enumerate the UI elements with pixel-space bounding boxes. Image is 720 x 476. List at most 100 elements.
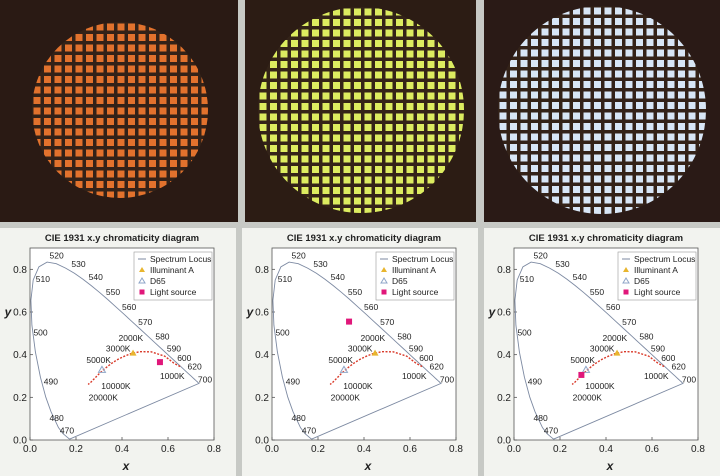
led-cell: [562, 60, 570, 67]
legend-symbol-d65: [380, 277, 388, 284]
led-cell: [312, 166, 319, 173]
led-cell: [625, 70, 633, 78]
led-cell: [333, 50, 340, 58]
led-cell: [343, 113, 351, 121]
led-cell: [149, 65, 156, 73]
led-cell: [375, 50, 382, 58]
led-cell: [107, 55, 114, 62]
wavelength-label: 580: [397, 332, 411, 342]
planckian-locus: [87, 350, 181, 385]
led-cell: [604, 196, 612, 204]
led-cell: [291, 61, 298, 68]
led-cell: [520, 154, 528, 162]
led-cell: [170, 97, 177, 104]
led-cell: [448, 103, 456, 110]
led-cell: [322, 71, 330, 79]
led-cell: [510, 154, 517, 162]
led-cell: [54, 139, 62, 146]
led-cell: [583, 144, 591, 151]
led-cell: [201, 86, 208, 94]
led-cell: [604, 133, 612, 141]
led-cell: [86, 44, 93, 52]
led-cell: [301, 155, 309, 163]
legend-entry: D65: [150, 276, 166, 286]
legend-symbol-illuminant-a: [381, 267, 387, 272]
led-cell: [510, 91, 517, 99]
d65-marker: [581, 365, 591, 373]
led-cell: [499, 133, 507, 141]
led-cell: [280, 134, 288, 142]
spectrum-locus: [272, 261, 442, 440]
led-cell: [107, 107, 114, 115]
led-cell: [191, 97, 198, 104]
x-tick-label: 0.4: [115, 444, 129, 455]
led-cell: [270, 103, 277, 110]
led-cell: [385, 187, 393, 194]
wavelength-label: 600: [661, 353, 675, 363]
led-cell: [636, 91, 643, 99]
led-cell: [128, 65, 135, 73]
led-cell: [65, 128, 72, 136]
led-cell: [180, 139, 188, 146]
y-tick-label: 0.6: [497, 308, 511, 319]
led-cell: [625, 60, 633, 67]
led-cell: [552, 186, 559, 193]
led-cell: [396, 145, 403, 152]
led-cell: [510, 102, 517, 109]
led-cell: [96, 149, 104, 157]
led-cell: [541, 144, 549, 151]
led-cell: [406, 29, 414, 37]
led-cell: [375, 197, 382, 205]
led-cell: [459, 103, 464, 110]
planckian-locus: [571, 350, 665, 385]
led-cell: [86, 107, 93, 115]
led-cell: [594, 186, 601, 193]
led-cell: [583, 175, 591, 183]
led-cell: [201, 118, 208, 125]
led-cell: [65, 55, 72, 62]
led-cell: [54, 65, 62, 73]
led-cell: [128, 118, 135, 125]
led-cell: [180, 118, 188, 125]
cct-label: 3000K: [106, 343, 131, 353]
led-cell: [417, 82, 424, 89]
led-cell: [364, 155, 372, 163]
wavelength-label: 470: [544, 426, 558, 436]
led-cell: [531, 81, 538, 88]
led-cell: [417, 145, 424, 152]
led-cell: [33, 118, 41, 125]
led-cell: [625, 175, 633, 183]
led-cell: [636, 60, 643, 67]
led-cell: [573, 91, 580, 99]
led-cell: [333, 113, 340, 121]
led-cell: [562, 196, 570, 204]
led-cell: [636, 39, 643, 46]
led-cell: [44, 97, 51, 104]
led-cell: [301, 145, 309, 152]
led-cell: [396, 61, 403, 68]
led-cell: [107, 170, 114, 178]
led-cell: [438, 155, 445, 163]
led-cell: [201, 128, 208, 136]
led-cell: [552, 133, 559, 141]
led-cell: [364, 166, 372, 173]
led-cell: [128, 170, 135, 178]
led-cell: [625, 123, 633, 130]
led-cell: [636, 196, 643, 204]
y-tick-label: 0.8: [13, 265, 27, 276]
led-cell: [636, 133, 643, 141]
led-cell: [646, 70, 654, 78]
led-cell: [301, 113, 309, 121]
led-cell: [65, 97, 72, 104]
led-cell: [625, 91, 633, 99]
led-cell: [322, 40, 330, 47]
legend-entry: D65: [634, 276, 650, 286]
illuminant-a-marker: [129, 349, 137, 356]
led-cell: [128, 34, 135, 41]
led-cell: [291, 166, 298, 173]
led-cell: [44, 128, 51, 136]
led-cell: [417, 61, 424, 68]
led-cell: [678, 123, 685, 130]
y-axis-label: y: [4, 305, 13, 319]
y-tick-label: 0.0: [13, 436, 27, 447]
